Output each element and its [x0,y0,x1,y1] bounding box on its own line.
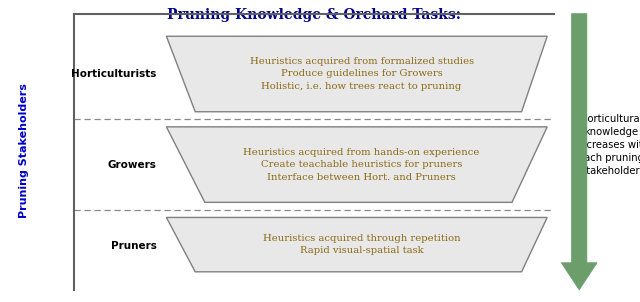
Text: Horticulturists: Horticulturists [72,69,157,79]
Text: Pruners: Pruners [111,241,157,251]
Text: Horticultural
knowledge
decreases with
each pruning
stakeholder: Horticultural knowledge decreases with e… [573,114,640,176]
Polygon shape [166,217,547,272]
Text: Pruning Stakeholders: Pruning Stakeholders [19,84,29,218]
Text: Heuristics acquired through repetition
Rapid visual-spatial task: Heuristics acquired through repetition R… [263,234,460,255]
Polygon shape [166,36,547,112]
Text: Heuristics acquired from hands-on experience
Create teachable heuristics for pru: Heuristics acquired from hands-on experi… [243,148,480,182]
Text: Heuristics acquired from formalized studies
Produce guidelines for Growers
Holis: Heuristics acquired from formalized stud… [250,57,474,91]
Text: Pruning Knowledge & Orchard Tasks:: Pruning Knowledge & Orchard Tasks: [166,8,461,21]
Polygon shape [166,127,547,202]
Polygon shape [561,14,597,290]
Text: Growers: Growers [108,159,157,170]
